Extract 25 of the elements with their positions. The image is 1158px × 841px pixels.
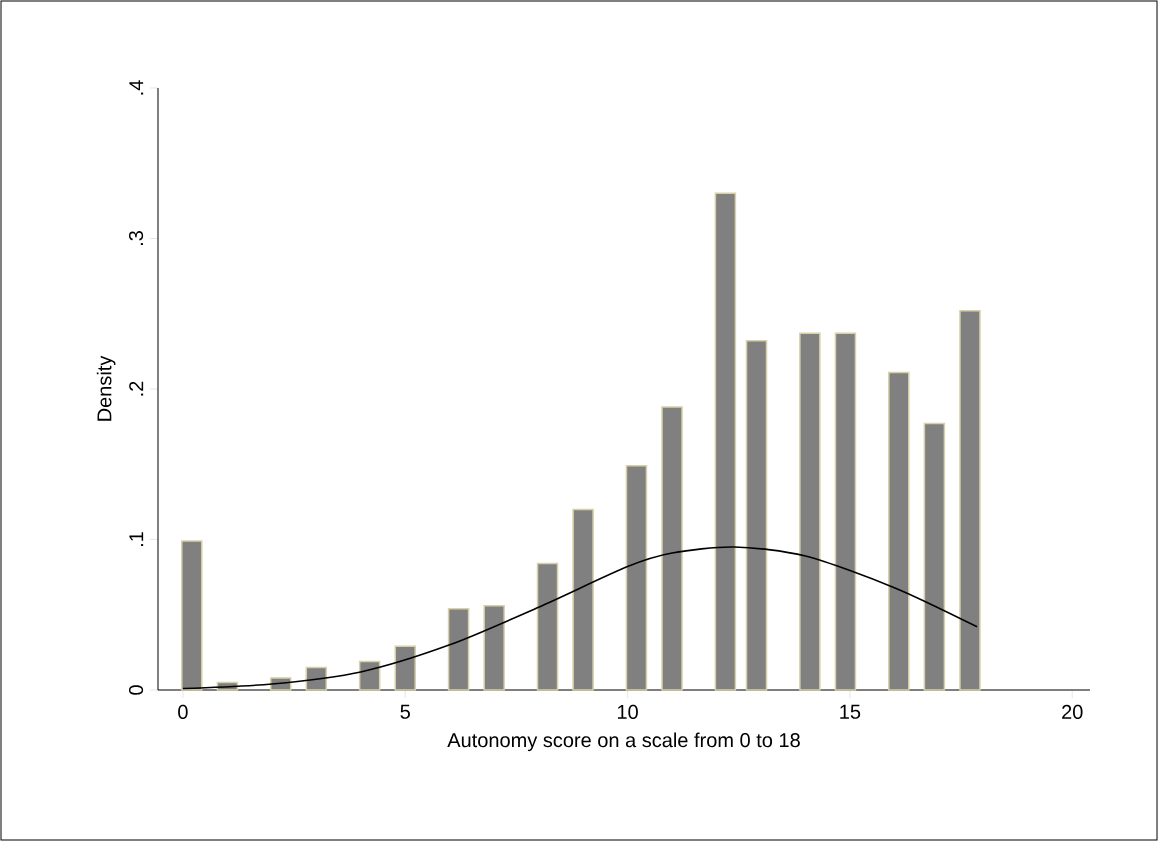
x-axis-title: Autonomy score on a scale from 0 to 18 [447, 732, 800, 752]
x-tick-label: 15 [840, 704, 861, 719]
bar [447, 607, 470, 691]
y-tick-label: .4 [129, 80, 144, 95]
bar [888, 371, 910, 691]
x-tick-label: 5 [400, 704, 410, 719]
bar [799, 332, 821, 691]
x-tick-label: 10 [617, 704, 638, 720]
bar [305, 666, 328, 691]
y-tick-label: 0 [128, 685, 144, 695]
bar [661, 406, 683, 691]
bar [959, 309, 981, 691]
bar [483, 604, 505, 691]
y-tick-label: .3 [128, 231, 144, 246]
bar [714, 192, 737, 691]
y-tick-label: .2 [129, 381, 144, 396]
bar [536, 562, 559, 691]
x-tick-label: 20 [1062, 704, 1083, 720]
bar [358, 660, 381, 691]
bar [745, 340, 768, 691]
x-tick-label: 0 [178, 704, 188, 720]
bar [572, 508, 594, 691]
bar [923, 422, 946, 691]
y-tick-label: .1 [129, 532, 144, 547]
y-axis-title: Density [96, 355, 116, 421]
